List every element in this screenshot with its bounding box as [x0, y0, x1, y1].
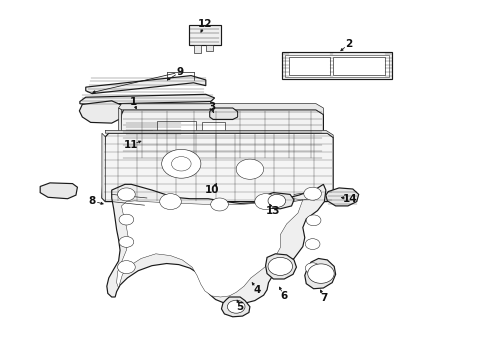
Polygon shape	[130, 130, 152, 142]
Circle shape	[211, 198, 228, 211]
Bar	[131, 148, 145, 156]
Text: 5: 5	[237, 302, 244, 312]
Circle shape	[119, 237, 134, 247]
Text: 6: 6	[281, 291, 288, 301]
Polygon shape	[86, 76, 206, 94]
Bar	[224, 148, 238, 156]
Polygon shape	[107, 184, 326, 304]
Polygon shape	[119, 110, 323, 159]
Polygon shape	[289, 57, 330, 75]
Polygon shape	[119, 108, 122, 159]
Polygon shape	[282, 52, 392, 79]
Circle shape	[255, 194, 276, 210]
Polygon shape	[210, 108, 238, 120]
Bar	[187, 148, 201, 156]
Bar	[169, 148, 182, 156]
Bar	[150, 148, 164, 156]
Text: 9: 9	[177, 67, 184, 77]
Polygon shape	[157, 121, 196, 134]
Text: 11: 11	[124, 140, 139, 150]
Text: 4: 4	[253, 285, 261, 295]
Polygon shape	[79, 101, 122, 123]
Polygon shape	[189, 25, 220, 45]
Text: 3: 3	[208, 102, 215, 112]
Polygon shape	[333, 57, 385, 75]
Polygon shape	[266, 254, 296, 279]
Circle shape	[306, 215, 321, 226]
Polygon shape	[206, 45, 213, 51]
Bar	[243, 148, 257, 156]
Polygon shape	[80, 94, 215, 104]
Circle shape	[305, 263, 320, 274]
Polygon shape	[122, 122, 182, 135]
Polygon shape	[119, 104, 323, 114]
Polygon shape	[105, 130, 333, 138]
Bar	[262, 148, 275, 156]
Polygon shape	[194, 45, 201, 53]
Circle shape	[118, 188, 135, 201]
Circle shape	[236, 159, 264, 179]
Circle shape	[305, 239, 320, 249]
Circle shape	[308, 264, 334, 283]
Polygon shape	[305, 258, 336, 289]
Text: 8: 8	[89, 196, 96, 206]
Circle shape	[304, 187, 321, 200]
Polygon shape	[285, 55, 389, 77]
Bar	[206, 148, 220, 156]
Polygon shape	[261, 193, 294, 209]
Polygon shape	[326, 188, 359, 206]
Circle shape	[160, 194, 181, 210]
Text: 13: 13	[266, 206, 281, 216]
Polygon shape	[40, 183, 77, 199]
Circle shape	[119, 214, 134, 225]
Polygon shape	[202, 122, 225, 134]
Text: 1: 1	[130, 96, 137, 107]
Bar	[299, 148, 313, 156]
Circle shape	[268, 194, 286, 207]
Circle shape	[268, 257, 293, 275]
Text: 12: 12	[197, 19, 212, 30]
Polygon shape	[102, 133, 105, 202]
Polygon shape	[102, 133, 333, 202]
Text: 14: 14	[343, 194, 358, 204]
Text: 7: 7	[320, 293, 328, 303]
Circle shape	[118, 261, 135, 274]
Polygon shape	[221, 297, 250, 317]
Circle shape	[227, 300, 245, 313]
Text: 10: 10	[204, 185, 219, 195]
Bar	[280, 148, 294, 156]
Circle shape	[162, 149, 201, 178]
Text: 2: 2	[345, 39, 352, 49]
Circle shape	[172, 157, 191, 171]
Polygon shape	[117, 199, 303, 297]
